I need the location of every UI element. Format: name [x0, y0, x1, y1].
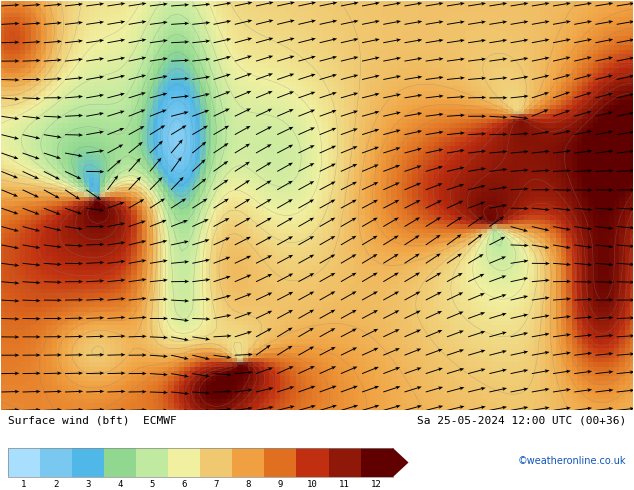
Bar [40, 448, 72, 477]
Bar [136, 448, 168, 477]
Text: 11: 11 [339, 480, 350, 489]
Text: 1: 1 [21, 480, 27, 489]
Text: 12: 12 [372, 480, 382, 489]
Bar [8, 448, 392, 477]
Text: 2: 2 [53, 480, 58, 489]
Text: 5: 5 [150, 480, 155, 489]
Text: 10: 10 [307, 480, 318, 489]
Text: 7: 7 [214, 480, 219, 489]
Text: Sa 25-05-2024 12:00 UTC (00+36): Sa 25-05-2024 12:00 UTC (00+36) [417, 416, 626, 426]
Text: 4: 4 [117, 480, 123, 489]
Bar [168, 448, 200, 477]
Bar [328, 448, 361, 477]
Bar [8, 448, 40, 477]
Bar [104, 448, 136, 477]
Bar [264, 448, 297, 477]
Bar [232, 448, 264, 477]
Text: 8: 8 [245, 480, 251, 489]
Text: 3: 3 [85, 480, 91, 489]
Text: ©weatheronline.co.uk: ©weatheronline.co.uk [518, 456, 626, 466]
Bar [200, 448, 232, 477]
Text: 9: 9 [278, 480, 283, 489]
Text: Surface wind (bft)  ECMWF: Surface wind (bft) ECMWF [8, 416, 176, 426]
Bar [72, 448, 104, 477]
Polygon shape [392, 448, 408, 477]
Bar [361, 448, 392, 477]
Bar [297, 448, 328, 477]
Text: 6: 6 [181, 480, 187, 489]
